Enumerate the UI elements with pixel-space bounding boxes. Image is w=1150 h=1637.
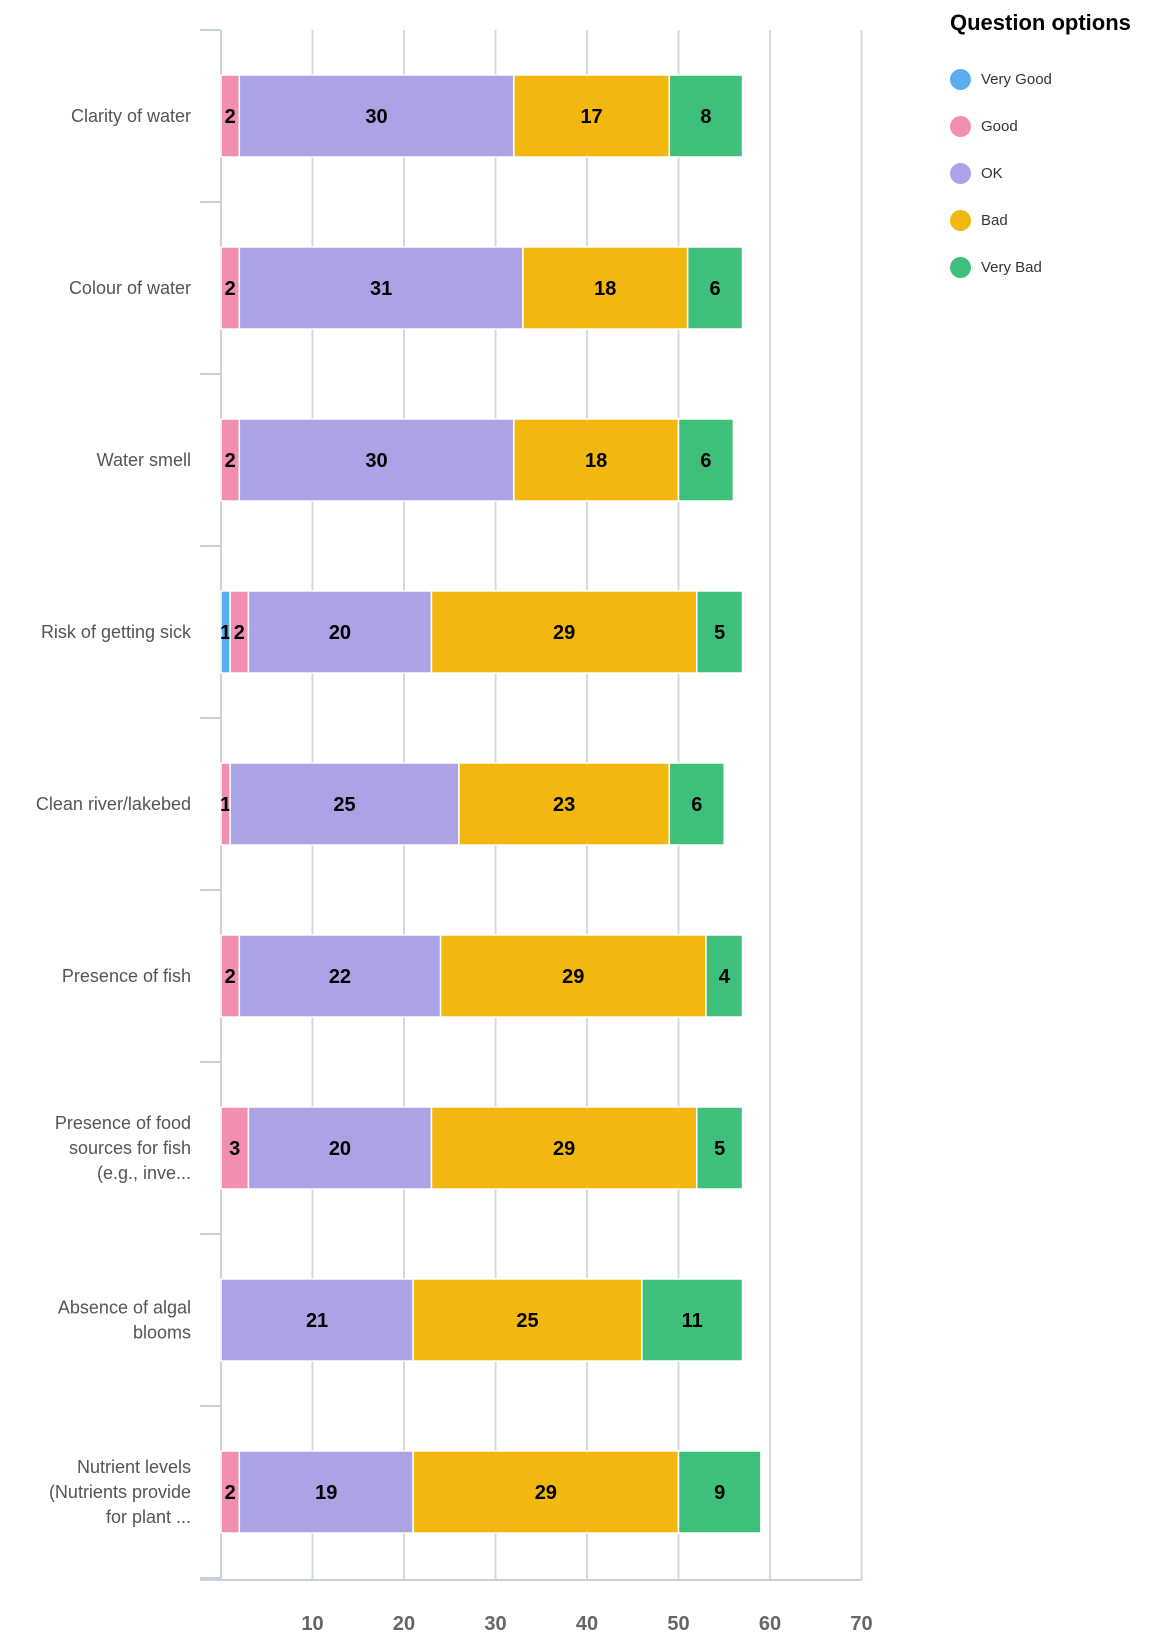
data-label: 29 xyxy=(535,1482,557,1504)
bar-bad xyxy=(412,1278,643,1362)
legend-marker-icon xyxy=(950,210,971,231)
data-label: 6 xyxy=(700,450,711,472)
x-tick-label: 20 xyxy=(393,1613,415,1635)
legend-label: Very Good xyxy=(981,71,1052,88)
bar-very-bad xyxy=(641,1278,744,1362)
category-label: Absence of algal blooms xyxy=(58,1298,191,1343)
bar-ok xyxy=(220,1278,414,1362)
data-label: 19 xyxy=(315,1482,337,1504)
bar-very-bad xyxy=(677,1450,762,1534)
bar-bad xyxy=(513,74,671,158)
data-label: 21 xyxy=(306,1310,328,1332)
data-label: 17 xyxy=(580,106,602,128)
bar-very-bad xyxy=(696,590,744,674)
data-label: 29 xyxy=(562,966,584,988)
data-label: 1 xyxy=(220,794,231,816)
legend-label: OK xyxy=(981,165,1003,182)
legend-item[interactable]: Very Bad xyxy=(950,244,1145,291)
x-tick-label: 40 xyxy=(576,1613,598,1635)
data-label: 25 xyxy=(516,1310,538,1332)
legend-title: Question options xyxy=(950,10,1131,35)
legend-items: Very Good Good OK Bad Very Bad xyxy=(950,56,1145,291)
data-label: 20 xyxy=(329,622,351,644)
legend-item[interactable]: OK xyxy=(950,150,1145,197)
data-label: 2 xyxy=(234,622,245,644)
bar-ok xyxy=(247,590,433,674)
data-label: 31 xyxy=(370,278,392,300)
bar-ok xyxy=(247,1106,433,1190)
bar-bad xyxy=(458,762,671,846)
bar-very-bad xyxy=(668,762,725,846)
bar-ok xyxy=(238,1450,414,1534)
bar-ok xyxy=(229,762,460,846)
bar-bad xyxy=(522,246,689,330)
x-tick-label: 60 xyxy=(759,1613,781,1635)
data-label: 2 xyxy=(225,106,236,128)
data-label: 1 xyxy=(220,622,231,644)
bar-very-bad xyxy=(668,74,744,158)
data-label: 20 xyxy=(329,1138,351,1160)
bar-good xyxy=(220,1106,250,1190)
legend-marker-icon xyxy=(950,163,971,184)
bar-very-bad xyxy=(705,934,744,1018)
category-label: Clarity of water xyxy=(71,106,191,126)
bar-very-bad xyxy=(686,246,744,330)
category-label: Water smell xyxy=(97,450,191,470)
category-label: Colour of water xyxy=(69,278,191,298)
data-label: 8 xyxy=(700,106,711,128)
legend-item[interactable]: Good xyxy=(950,103,1145,150)
data-label: 6 xyxy=(691,794,702,816)
bar-ok xyxy=(238,246,524,330)
bar-very-bad xyxy=(677,418,735,502)
data-label: 30 xyxy=(365,450,387,472)
data-label: 6 xyxy=(710,278,721,300)
data-label: 3 xyxy=(229,1138,240,1160)
category-label: Risk of getting sick xyxy=(41,622,192,642)
bar-bad xyxy=(430,1106,698,1190)
legend-marker-icon xyxy=(950,257,971,278)
data-label: 29 xyxy=(553,622,575,644)
category-label: Nutrient levels (Nutrients provide for pla… xyxy=(49,1457,191,1527)
data-label: 11 xyxy=(682,1310,703,1332)
legend-label: Good xyxy=(981,118,1018,135)
legend-label: Bad xyxy=(981,212,1008,229)
legend-item[interactable]: Bad xyxy=(950,197,1145,244)
bar-bad xyxy=(412,1450,680,1534)
data-label: 2 xyxy=(225,1482,236,1504)
bar-ok xyxy=(238,74,515,158)
data-label: 4 xyxy=(719,966,731,988)
x-tick-label: 70 xyxy=(850,1613,872,1635)
bar-bad xyxy=(439,934,707,1018)
x-tick-label: 10 xyxy=(301,1613,323,1635)
data-label: 5 xyxy=(714,622,725,644)
bar-very-bad xyxy=(696,1106,744,1190)
legend-label: Very Bad xyxy=(981,259,1042,276)
data-label: 18 xyxy=(585,450,607,472)
data-label: 30 xyxy=(365,106,387,128)
data-label: 25 xyxy=(333,794,355,816)
data-label: 29 xyxy=(553,1138,575,1160)
data-label: 22 xyxy=(329,966,351,988)
data-label: 18 xyxy=(594,278,616,300)
bar-bad xyxy=(430,590,698,674)
x-tick-label: 50 xyxy=(667,1613,689,1635)
data-label: 2 xyxy=(225,450,236,472)
data-label: 23 xyxy=(553,794,575,816)
legend-item[interactable]: Very Good xyxy=(950,56,1145,103)
legend: Question options Very Good Good OK Bad Very … xyxy=(950,10,1145,291)
legend-marker-icon xyxy=(950,116,971,137)
data-label: 9 xyxy=(714,1482,725,1504)
data-label: 5 xyxy=(714,1138,725,1160)
legend-marker-icon xyxy=(950,69,971,90)
category-label: Presence of food sources for fish (e.g., i… xyxy=(55,1113,191,1183)
data-label: 2 xyxy=(225,966,236,988)
x-tick-label: 30 xyxy=(484,1613,506,1635)
category-label: Clean river/lakebed xyxy=(36,794,191,814)
category-label: Presence of fish xyxy=(62,966,191,986)
bar-ok xyxy=(238,418,515,502)
data-label: 2 xyxy=(225,278,236,300)
bar-bad xyxy=(513,418,680,502)
